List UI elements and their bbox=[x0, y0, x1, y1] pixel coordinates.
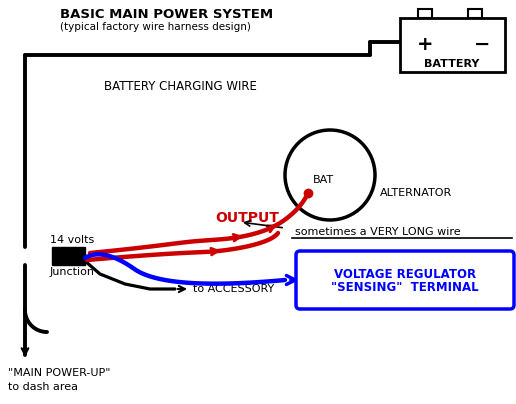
Text: +: + bbox=[417, 34, 433, 53]
Text: to dash area: to dash area bbox=[8, 382, 78, 392]
Text: BATTERY: BATTERY bbox=[424, 59, 480, 69]
Text: BAT: BAT bbox=[313, 175, 334, 185]
Bar bbox=[400, 18, 505, 72]
Text: to ACCESSORY: to ACCESSORY bbox=[193, 284, 274, 294]
Text: "MAIN POWER-UP": "MAIN POWER-UP" bbox=[8, 368, 110, 378]
Text: Junction: Junction bbox=[50, 267, 95, 277]
Text: ALTERNATOR: ALTERNATOR bbox=[380, 188, 452, 198]
Text: BASIC MAIN POWER SYSTEM: BASIC MAIN POWER SYSTEM bbox=[60, 8, 273, 21]
Text: VOLTAGE REGULATOR: VOLTAGE REGULATOR bbox=[334, 267, 476, 280]
Bar bbox=[418, 9, 432, 18]
Text: 14 volts: 14 volts bbox=[50, 235, 94, 245]
Text: BATTERY CHARGING WIRE: BATTERY CHARGING WIRE bbox=[104, 80, 256, 93]
Text: sometimes a VERY LONG wire: sometimes a VERY LONG wire bbox=[295, 227, 461, 237]
Text: (typical factory wire harness design): (typical factory wire harness design) bbox=[60, 22, 251, 32]
Bar bbox=[468, 9, 482, 18]
FancyBboxPatch shape bbox=[296, 251, 514, 309]
Bar bbox=[52, 247, 85, 265]
Circle shape bbox=[285, 130, 375, 220]
Text: "SENSING"  TERMINAL: "SENSING" TERMINAL bbox=[331, 281, 479, 294]
Text: −: − bbox=[474, 34, 490, 53]
Text: OUTPUT: OUTPUT bbox=[215, 211, 279, 225]
